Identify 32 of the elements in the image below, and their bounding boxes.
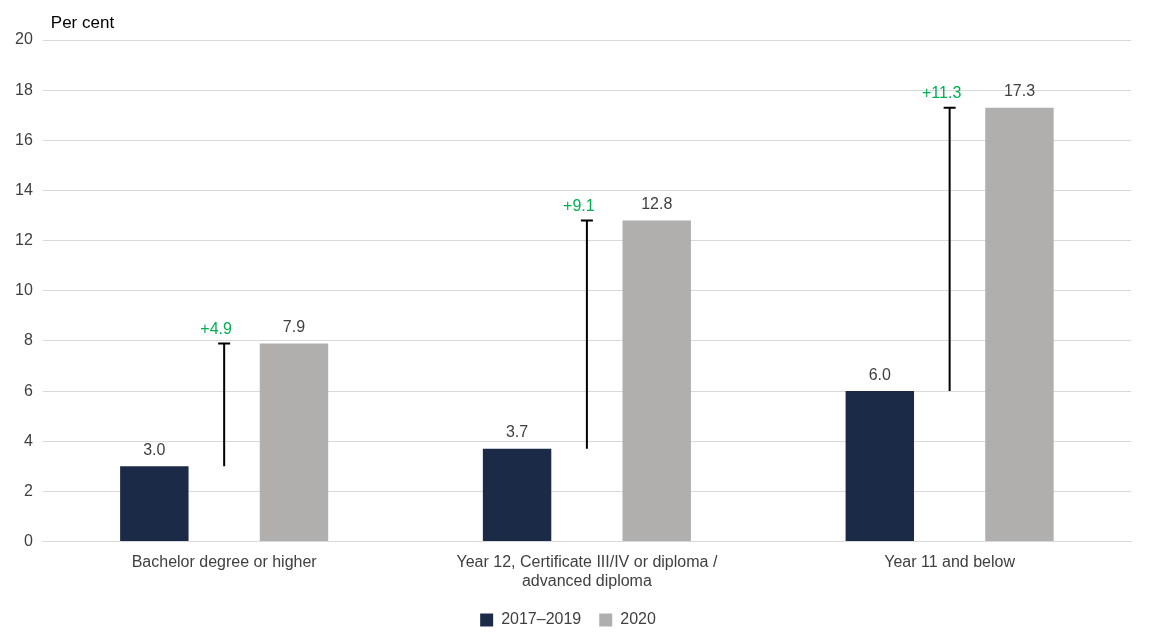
- y-axis-title: Per cent: [50, 13, 115, 33]
- text: 17.3: [1003, 82, 1036, 100]
- bar: [845, 391, 915, 542]
- bar: [622, 220, 691, 542]
- bar: [259, 343, 329, 542]
- text: 3.7: [505, 423, 529, 441]
- bar: [482, 448, 552, 542]
- y-tick-label: 8: [23, 331, 33, 349]
- y-tick-label: 14: [15, 180, 33, 198]
- y-tick-label: 16: [15, 130, 33, 148]
- text: 7.9: [282, 317, 306, 335]
- y-tick-label: 2: [23, 481, 33, 499]
- x-tick-label: Year 12, Certificate III/IV or diploma / advanced diploma: [456, 552, 718, 589]
- y-tick-label: 6: [23, 381, 33, 399]
- y-tick-label: 12: [15, 231, 33, 249]
- text: 12.8: [641, 194, 673, 212]
- x-tick-label: Year 11 and below: [884, 552, 1016, 570]
- text: 6.0: [868, 365, 891, 383]
- annotation: +9.1: [563, 196, 595, 214]
- x-tick-label: Bachelor degree or higher: [131, 552, 318, 570]
- annotation: +4.9: [200, 319, 233, 337]
- y-tick-label: 0: [23, 532, 33, 550]
- legend-label: 2020: [620, 610, 656, 628]
- legend-label: 2017–2019: [501, 610, 582, 628]
- y-tick-label: 20: [15, 30, 33, 48]
- y-tick-label: 4: [23, 431, 33, 449]
- y-tick-label: 18: [15, 80, 33, 98]
- bar: [985, 107, 1054, 542]
- y-tick-label: 10: [15, 281, 33, 299]
- annotation: +11.3: [921, 84, 962, 102]
- bar: [120, 466, 189, 542]
- text: 3.0: [143, 440, 166, 458]
